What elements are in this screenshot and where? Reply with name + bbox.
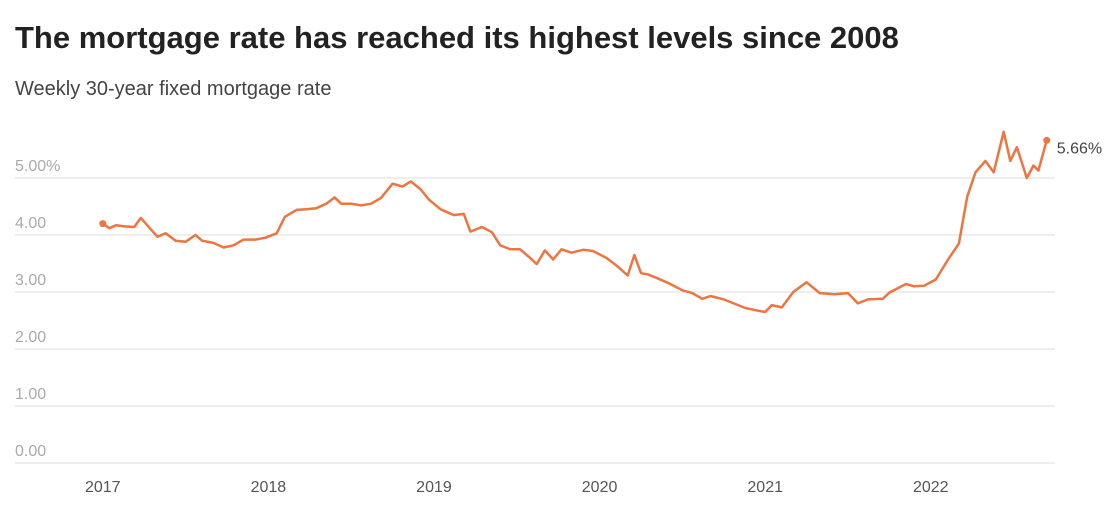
- y-tick-label: 5.00%: [15, 158, 60, 175]
- chart-title: The mortgage rate has reached its highes…: [15, 20, 899, 55]
- x-tick-label: 2018: [251, 479, 287, 496]
- y-tick-label: 0.00: [15, 443, 46, 460]
- end-dot: [1043, 136, 1051, 144]
- x-tick-label: 2021: [747, 479, 783, 496]
- end-dot: [99, 220, 107, 228]
- line: [102, 130, 1048, 314]
- x-tick-label: 2020: [582, 479, 618, 496]
- x-tick-label: 2017: [85, 479, 121, 496]
- x-tick-label: 2019: [416, 479, 452, 496]
- y-tick-label: 4.00: [15, 215, 46, 232]
- data-label: 5.66%: [1057, 140, 1102, 157]
- y-tick-label: 3.00: [15, 272, 46, 289]
- x-tick-label: 2022: [913, 479, 949, 496]
- y-tick-label: 1.00: [15, 386, 46, 403]
- y-tick-label: 2.00: [15, 329, 46, 346]
- chart-subtitle: Weekly 30-year fixed mortgage rate: [15, 78, 331, 100]
